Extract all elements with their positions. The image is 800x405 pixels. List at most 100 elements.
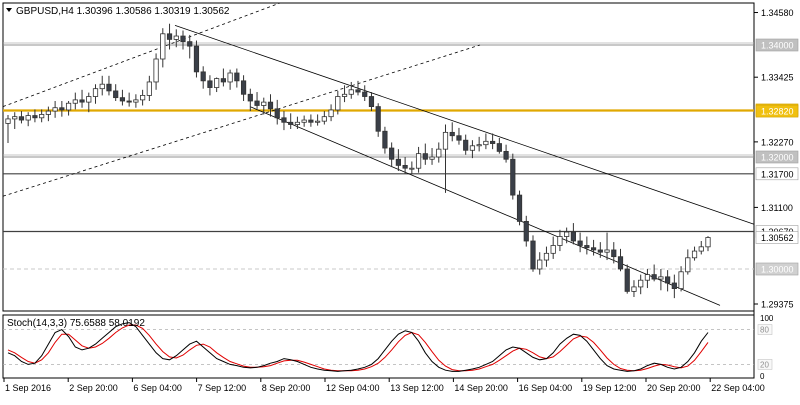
- candle-body: [281, 117, 287, 123]
- stoch-tick-label: 80: [760, 326, 769, 335]
- level-badge-label-0: 1.34000: [761, 41, 794, 51]
- candle: [543, 246, 550, 267]
- candle: [301, 115, 307, 127]
- candle-body: [456, 135, 462, 141]
- candle-body: [429, 156, 435, 160]
- candle-body: [254, 100, 260, 106]
- candle-body: [362, 91, 368, 97]
- candle: [146, 75, 152, 101]
- candle: [644, 269, 651, 289]
- candle-body: [65, 102, 72, 111]
- time-axis: 1 Sep 2016 2 Sep 20:00 6 Sep 04:00 7 Sep 12…: [3, 378, 765, 393]
- candle: [294, 116, 301, 129]
- candle-body: [671, 282, 677, 289]
- candle: [328, 104, 334, 122]
- candle: [234, 68, 240, 88]
- candle-body: [476, 144, 482, 147]
- candle-body: [409, 167, 415, 170]
- candle-body: [160, 33, 166, 60]
- trendlines: [2, 2, 755, 306]
- price-tick-label: 1.32270: [761, 137, 794, 147]
- candle: [516, 190, 523, 226]
- candle: [496, 137, 502, 154]
- candle: [483, 133, 489, 150]
- candle-body: [564, 231, 570, 237]
- candle-body: [496, 143, 502, 152]
- candle: [227, 69, 233, 90]
- candle: [409, 161, 415, 174]
- candle-body: [691, 250, 698, 259]
- candle-body: [106, 83, 112, 92]
- candle-body: [523, 220, 529, 242]
- candle: [624, 264, 630, 294]
- candle-body: [469, 145, 476, 151]
- candle: [597, 242, 603, 258]
- candle: [530, 235, 536, 272]
- time-tick-label: 22 Sep 04:00: [711, 383, 765, 393]
- candle-body: [685, 257, 691, 273]
- candle-body: [200, 71, 206, 82]
- candle: [220, 68, 226, 87]
- candle-body: [126, 100, 132, 103]
- descending-channel-lower-line[interactable]: [249, 106, 721, 306]
- level-badge-6: [755, 231, 799, 244]
- candle: [18, 111, 25, 124]
- candle-body: [557, 236, 563, 246]
- candle: [705, 236, 711, 252]
- rising-channel-upper-line[interactable]: [2, 2, 281, 107]
- candle: [45, 106, 51, 122]
- candle-body: [550, 245, 556, 254]
- candle-body: [490, 140, 496, 144]
- candle: [281, 111, 287, 131]
- candle-body: [140, 95, 146, 101]
- candle-body: [207, 80, 213, 88]
- candle-body: [187, 41, 193, 47]
- candle-body: [99, 83, 105, 90]
- candle-body: [328, 109, 334, 118]
- candle: [133, 94, 139, 108]
- candle: [691, 246, 698, 261]
- descending-channel-upper-line[interactable]: [174, 25, 755, 225]
- candle-body: [59, 107, 65, 111]
- level-badge-label-3: 1.32000: [761, 153, 794, 163]
- candle-body: [402, 164, 408, 169]
- candle: [510, 153, 516, 200]
- candle: [52, 101, 58, 118]
- candle: [72, 92, 78, 110]
- candle-body: [510, 158, 516, 196]
- candle-body: [597, 249, 603, 253]
- candle-body: [308, 119, 314, 123]
- candle-body: [227, 72, 233, 83]
- candle-body: [449, 131, 455, 137]
- candle-body: [193, 45, 200, 73]
- level-badge-label-2: 1.32820: [761, 107, 794, 117]
- stoch-tick-label: 0: [760, 372, 765, 381]
- candle-body: [288, 121, 294, 125]
- price-tick-label: 1.29375: [761, 300, 794, 310]
- candle: [153, 53, 159, 90]
- candle: [503, 144, 509, 163]
- candle-body: [92, 88, 99, 97]
- level-badge-label-6: 1.30562: [761, 233, 794, 243]
- candle: [321, 111, 327, 125]
- candle-body: [415, 153, 422, 169]
- candle-body: [658, 276, 664, 280]
- candle: [463, 134, 469, 155]
- candle-body: [348, 89, 354, 95]
- rising-channel-lower-line[interactable]: [2, 44, 481, 197]
- time-tick-label: 12 Sep 04:00: [326, 383, 380, 393]
- candle-body: [516, 194, 523, 222]
- stoch-tick-badge: [757, 359, 773, 370]
- candle: [557, 229, 563, 252]
- candle: [254, 92, 260, 109]
- price-tick-label: 1.33425: [761, 73, 794, 83]
- price-tick-label: 1.31100: [761, 203, 793, 213]
- candle: [119, 89, 126, 106]
- candle-body: [5, 118, 11, 124]
- candle: [247, 88, 253, 112]
- candle: [240, 75, 247, 101]
- dropdown-triangle-icon[interactable]: [6, 8, 12, 12]
- level-badge-label-7: 1.30000: [761, 265, 794, 275]
